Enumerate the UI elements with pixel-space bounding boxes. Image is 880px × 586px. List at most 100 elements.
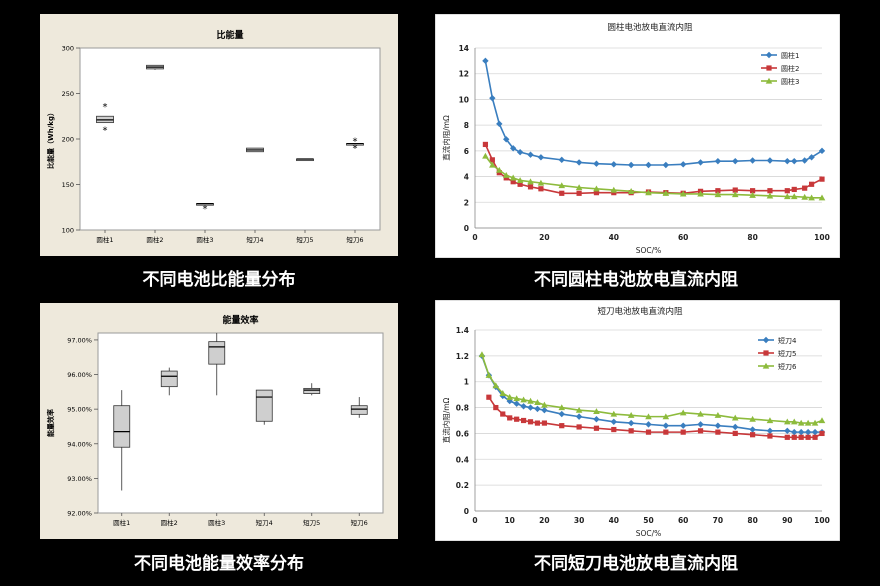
data-point: [766, 192, 774, 199]
data-point: [610, 186, 618, 193]
data-point: [819, 430, 825, 437]
y-tick-label: 2: [464, 198, 469, 207]
data-point: [514, 416, 520, 422]
data-point: [575, 159, 583, 166]
data-point: [541, 420, 547, 426]
y-tick-label: 8: [464, 121, 469, 130]
y-tick-label: 0.2: [456, 481, 469, 490]
y-tick-label: 200: [62, 136, 74, 144]
caption-cylindrical-dcr: 不同圆柱电池放电直流内阻: [534, 270, 738, 290]
data-point: [516, 177, 524, 184]
x-tick-label: 60: [678, 516, 688, 525]
data-point: [784, 418, 791, 425]
y-tick-label: 0.6: [456, 429, 469, 438]
data-point: [662, 413, 670, 420]
data-point: [762, 362, 770, 369]
data-point: [765, 77, 773, 84]
data-point: [714, 157, 722, 165]
data-point: [818, 417, 826, 424]
caption-blade-dcr: 不同短刀电池放电直流内阻: [534, 554, 738, 574]
data-point: [784, 193, 791, 200]
x-tick-label: 20: [539, 516, 549, 525]
box: [255, 389, 273, 422]
data-point: [679, 190, 687, 197]
data-point: [766, 417, 774, 424]
data-point: [714, 422, 722, 429]
x-tick-label: 短刀4: [256, 518, 273, 527]
x-tick-label: 100: [814, 516, 830, 525]
data-point: [715, 188, 721, 194]
x-tick-label: 90: [782, 516, 792, 525]
data-point: [808, 194, 815, 201]
data-point: [802, 185, 808, 191]
data-point: [645, 421, 652, 428]
y-tick-label: 1.4: [456, 326, 469, 335]
data-point: [593, 425, 600, 431]
specific-energy-chart: 比能量 100 150 200 250 300 比能量（Wh/kg） 圆柱1 * * 圆柱2 圆柱3 *…: [40, 14, 398, 256]
data-point: [749, 191, 756, 198]
data-point: [797, 419, 805, 426]
data-point: [750, 432, 756, 438]
y-tick-label: 92.00%: [67, 510, 92, 518]
y-tick-label: 0: [464, 507, 469, 516]
data-point: [627, 188, 635, 194]
chart-title: 比能量: [216, 29, 243, 41]
data-point: [513, 395, 520, 402]
data-point: [732, 157, 739, 165]
data-point: [731, 414, 739, 421]
data-point: [520, 417, 527, 424]
y-tick-label: 300: [62, 45, 74, 53]
data-point: [510, 179, 516, 185]
data-point: [559, 423, 565, 429]
x-tick-label: 80: [747, 233, 757, 242]
x-tick-label: 圆柱3: [208, 518, 225, 527]
data-point: [645, 413, 652, 420]
y-tick-label: 95.00%: [67, 406, 92, 414]
data-point: [478, 351, 486, 358]
y-tick-label: 93.00%: [67, 475, 92, 483]
x-tick-label: 短刀5: [296, 235, 313, 244]
y-tick-label: 1: [464, 378, 469, 387]
data-point: [538, 186, 544, 192]
data-point: [593, 190, 600, 196]
data-point: [732, 187, 738, 193]
data-point: [534, 399, 541, 405]
data-point: [507, 415, 513, 421]
data-point: [790, 418, 798, 425]
data-point: [819, 176, 825, 182]
data-point: [818, 194, 826, 201]
y-tick-label: 97.00%: [67, 336, 92, 344]
box: [208, 341, 226, 365]
series-line: [488, 396, 823, 439]
data-point: [502, 171, 510, 178]
legend-label: 圆柱1: [781, 51, 799, 60]
data-point: [767, 433, 773, 439]
legend-label: 短刀5: [778, 349, 796, 358]
outlier-marker: *: [203, 204, 208, 215]
y-tick-label: 94.00%: [67, 440, 92, 448]
y-tick-label: 100: [62, 227, 74, 235]
data-point: [812, 434, 818, 440]
data-point: [762, 336, 770, 344]
y-axis-label: 能量效率: [46, 409, 55, 437]
box: [303, 387, 321, 394]
data-point: [558, 410, 565, 418]
data-point: [784, 434, 790, 440]
chart-title: 能量效率: [222, 314, 258, 326]
blade-dcr-chart: 短刀电池放电直流内阻 0 0.2 0.4 0.6 0.8 1 1.2 1.4 0 10 20 30 40 5…: [434, 299, 841, 542]
data-point: [801, 157, 808, 164]
data-point: [482, 141, 489, 148]
x-tick-label: 短刀6: [351, 518, 368, 527]
x-axis-label: SOC/%: [636, 529, 662, 538]
data-point: [791, 186, 797, 193]
legend-label: 短刀4: [778, 336, 797, 345]
legend-label: 圆柱2: [781, 64, 799, 73]
energy-efficiency-chart-svg: 能量效率 92.00% 93.00% 94.00% 95.00% 96.00% 97.00%…: [40, 303, 398, 539]
data-point: [749, 426, 756, 433]
data-point: [576, 190, 582, 196]
data-point: [486, 394, 492, 400]
data-point: [805, 434, 811, 440]
data-point: [645, 429, 652, 435]
plot-area: [97, 332, 384, 514]
data-point: [798, 434, 804, 440]
